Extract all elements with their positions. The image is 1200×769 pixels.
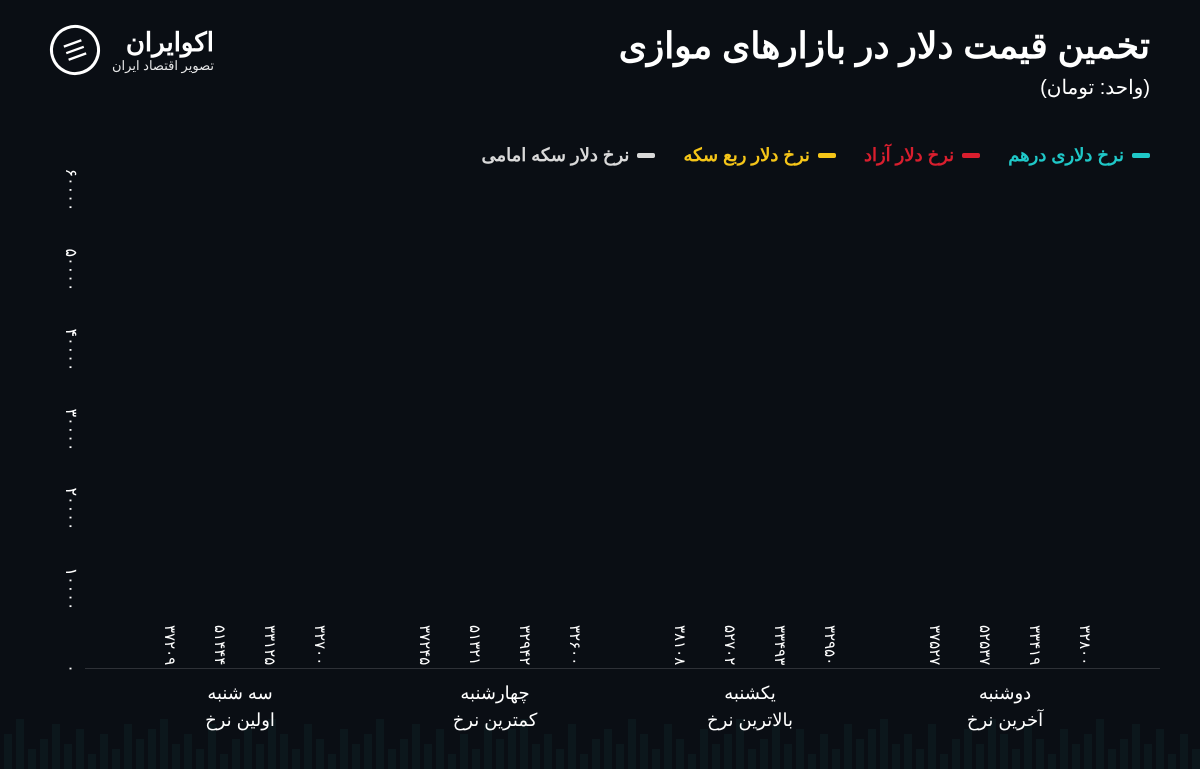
bar-chart: ۰۱۰۰۰۰۲۰۰۰۰۳۰۰۰۰۴۰۰۰۰۵۰۰۰۰۶۰۰۰۰ ۳۲۸۰۰۳۳۴… [85, 190, 1160, 669]
bar-value-label: ۳۷۲۰۹ [160, 625, 178, 668]
legend: نرخ دلاری درهم نرخ دلار آزاد نرخ دلار ربع … [481, 145, 1150, 166]
bar-value-label: ۳۲۶۰۰ [565, 625, 583, 668]
logo-sub: تصویر اقتصاد ایران [112, 58, 214, 74]
bar-value-label: ۵۱۴۴۴ [210, 625, 228, 668]
legend-swatch [1132, 153, 1150, 158]
logo-icon [43, 18, 107, 82]
legend-label: نرخ دلار آزاد [864, 145, 954, 166]
category-label: دوشنبهآخرین نرخ [905, 680, 1105, 734]
header: تخمین قیمت دلار در بازارهای موازی (واحد:… [619, 25, 1150, 100]
bar-value-label: ۵۲۷۰۲ [720, 625, 738, 668]
legend-item: نرخ دلار ربع سکه [683, 145, 836, 166]
bar-value-label: ۵۲۵۳۷ [975, 625, 993, 668]
y-tick: ۰ [61, 665, 80, 674]
bar-value-label: ۳۳۴۱۹ [1025, 625, 1043, 668]
legend-swatch [962, 153, 980, 158]
y-tick: ۱۰۰۰۰ [61, 568, 80, 611]
logo-main: اکوایران [112, 27, 214, 58]
legend-swatch [818, 153, 836, 158]
bar-value-label: ۳۳۴۹۳ [770, 625, 788, 668]
category-label: چهارشنبهکمترین نرخ [395, 680, 595, 734]
legend-item: نرخ دلار سکه امامی [481, 145, 655, 166]
y-tick: ۲۰۰۰۰ [61, 488, 80, 531]
bar-value-label: ۳۸۱۰۸ [670, 625, 688, 668]
legend-label: نرخ دلار سکه امامی [481, 145, 629, 166]
y-tick: ۴۰۰۰۰ [61, 328, 80, 371]
bar-value-label: ۳۲۸۰۰ [1075, 625, 1093, 668]
legend-item: نرخ دلاری درهم [1008, 145, 1150, 166]
chart-title: تخمین قیمت دلار در بازارهای موازی [619, 25, 1150, 67]
bar-value-label: ۳۲۷۰۰ [310, 625, 328, 668]
bar-value-label: ۳۷۲۴۵ [415, 625, 433, 668]
bar-value-label: ۳۷۵۲۷ [925, 625, 943, 668]
legend-label: نرخ دلاری درهم [1008, 145, 1124, 166]
y-tick: ۳۰۰۰۰ [61, 408, 80, 451]
legend-swatch [637, 153, 655, 158]
y-axis: ۰۱۰۰۰۰۲۰۰۰۰۳۰۰۰۰۴۰۰۰۰۵۰۰۰۰۶۰۰۰۰ [30, 190, 80, 669]
y-tick: ۶۰۰۰۰ [61, 169, 80, 212]
bar-value-label: ۵۱۳۲۱ [465, 625, 483, 668]
y-tick: ۵۰۰۰۰ [61, 248, 80, 291]
plot-area: ۳۲۸۰۰۳۳۴۱۹۵۲۵۳۷۳۷۵۲۷دوشنبهآخرین نرخ۳۲۹۵۰… [85, 190, 1160, 669]
legend-item: نرخ دلار آزاد [864, 145, 980, 166]
legend-label: نرخ دلار ربع سکه [683, 145, 810, 166]
category-label: سه شنبهاولین نرخ [140, 680, 340, 734]
logo: اکوایران تصویر اقتصاد ایران [50, 25, 214, 75]
category-label: یکشنبهبالاترین نرخ [650, 680, 850, 734]
bar-value-label: ۳۳۱۲۵ [260, 625, 278, 668]
chart-subtitle: (واحد: تومان) [619, 75, 1150, 100]
logo-text: اکوایران تصویر اقتصاد ایران [112, 27, 214, 74]
bar-value-label: ۳۲۹۵۰ [820, 625, 838, 668]
bar-value-label: ۳۲۹۴۲ [515, 625, 533, 668]
